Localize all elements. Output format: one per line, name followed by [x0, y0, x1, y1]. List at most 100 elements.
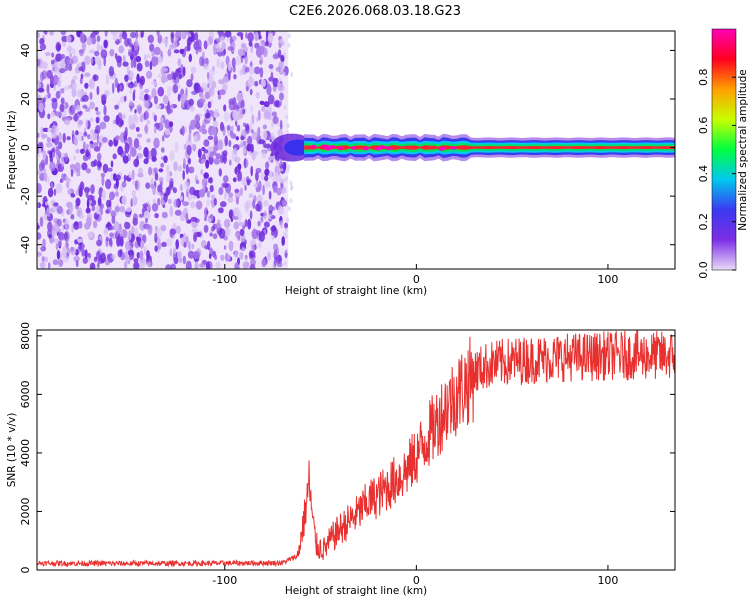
- noise-speck: [42, 127, 49, 132]
- noise-speck: [102, 163, 109, 174]
- noise-speck: [86, 36, 92, 46]
- noise-speck: [161, 67, 169, 72]
- noise-speck: [79, 32, 85, 43]
- noise-speck: [53, 188, 57, 196]
- noise-speck: [52, 230, 56, 238]
- noise-speck: [135, 31, 139, 39]
- noise-speck: [193, 251, 200, 260]
- noise-speck: [138, 213, 144, 218]
- noise-speck: [68, 203, 74, 215]
- noise-speck: [157, 34, 163, 44]
- noise-speck: [224, 31, 232, 38]
- noise-speck: [177, 93, 181, 102]
- noise-speck: [170, 263, 176, 269]
- noise-speck: [247, 135, 253, 146]
- noise-speck: [161, 211, 168, 219]
- noise-speck: [282, 86, 286, 92]
- noise-speck: [223, 218, 231, 228]
- noise-speck: [249, 46, 253, 53]
- noise-speck: [68, 105, 75, 116]
- noise-speck: [244, 47, 249, 52]
- noise-speck: [257, 220, 261, 227]
- noise-speck: [169, 171, 173, 177]
- noise-speck: [144, 88, 150, 94]
- noise-speck: [119, 205, 126, 213]
- noise-speck: [145, 182, 151, 189]
- noise-speck: [96, 250, 101, 260]
- noise-speck: [157, 242, 162, 250]
- noise-speck: [95, 205, 99, 215]
- noise-speck: [214, 254, 218, 261]
- noise-speck: [74, 112, 78, 122]
- noise-speck: [141, 261, 147, 267]
- noise-speck: [137, 173, 144, 178]
- spectrogram-y-ticks: -40 -20 0 20 40: [19, 43, 675, 254]
- noise-speck: [47, 113, 51, 120]
- noise-speck: [197, 148, 202, 159]
- noise-speck: [108, 66, 115, 77]
- noise-speck: [145, 217, 148, 224]
- noise-speck: [48, 233, 52, 239]
- colorbar-tick-label: 0.0: [697, 261, 710, 279]
- noise-speck: [110, 210, 117, 218]
- noise-speck: [133, 258, 139, 263]
- noise-speck: [64, 63, 69, 72]
- noise-speck: [267, 94, 275, 105]
- noise-speck: [184, 46, 191, 52]
- noise-speck: [195, 121, 201, 130]
- noise-speck: [86, 212, 93, 221]
- x-tick-label: -100: [212, 574, 237, 587]
- noise-speck: [274, 256, 277, 267]
- noise-speck: [82, 94, 89, 102]
- noise-speck: [287, 206, 291, 212]
- noise-speck: [224, 226, 231, 237]
- noise-speck: [116, 60, 122, 68]
- noise-speck: [87, 231, 94, 239]
- noise-speck: [188, 132, 192, 142]
- noise-speck: [37, 251, 42, 257]
- noise-speck: [173, 49, 180, 54]
- noise-speck: [173, 256, 179, 265]
- noise-speck: [265, 161, 270, 170]
- noise-speck: [194, 218, 200, 223]
- noise-speck: [154, 56, 159, 66]
- signal-hotspot: [323, 144, 330, 149]
- noise-speck: [60, 97, 65, 105]
- spectrogram-plot-frame: [36, 30, 676, 270]
- colorbar-tick-label: 0.6: [697, 117, 710, 134]
- noise-speck: [277, 81, 281, 87]
- noise-speck: [80, 73, 84, 80]
- noise-speck: [142, 203, 149, 208]
- noise-speck: [139, 114, 144, 123]
- noise-speck: [37, 183, 42, 194]
- noise-speck: [201, 178, 208, 187]
- noise-speck: [81, 135, 84, 141]
- noise-speck: [281, 40, 285, 46]
- noise-speck: [99, 121, 107, 130]
- noise-speck: [277, 254, 282, 263]
- noise-speck: [222, 150, 228, 157]
- noise-speck: [218, 207, 224, 214]
- x-tick-label: -100: [212, 273, 237, 286]
- noise-speck: [255, 91, 260, 99]
- noise-speck: [125, 250, 128, 261]
- noise-speck: [69, 52, 72, 58]
- noise-speck: [42, 238, 46, 249]
- signal-hotspot: [310, 144, 317, 149]
- noise-speck: [222, 156, 226, 162]
- noise-speck: [238, 247, 246, 252]
- noise-speck: [223, 175, 229, 183]
- signal-hotspot: [363, 146, 369, 151]
- noise-speck: [140, 32, 144, 38]
- noise-speck: [79, 49, 84, 57]
- noise-speck: [162, 95, 169, 105]
- noise-speck: [283, 261, 287, 267]
- figure-title: C2E6.2026.068.03.18.G23: [289, 4, 461, 19]
- snr-y-axis-label: SNR (10 * v/v): [6, 413, 18, 488]
- noise-speck: [249, 88, 253, 96]
- noise-speck: [259, 67, 264, 78]
- noise-speck: [132, 195, 138, 207]
- noise-speck: [38, 162, 45, 172]
- noise-speck: [89, 117, 94, 123]
- noise-speck: [119, 33, 122, 44]
